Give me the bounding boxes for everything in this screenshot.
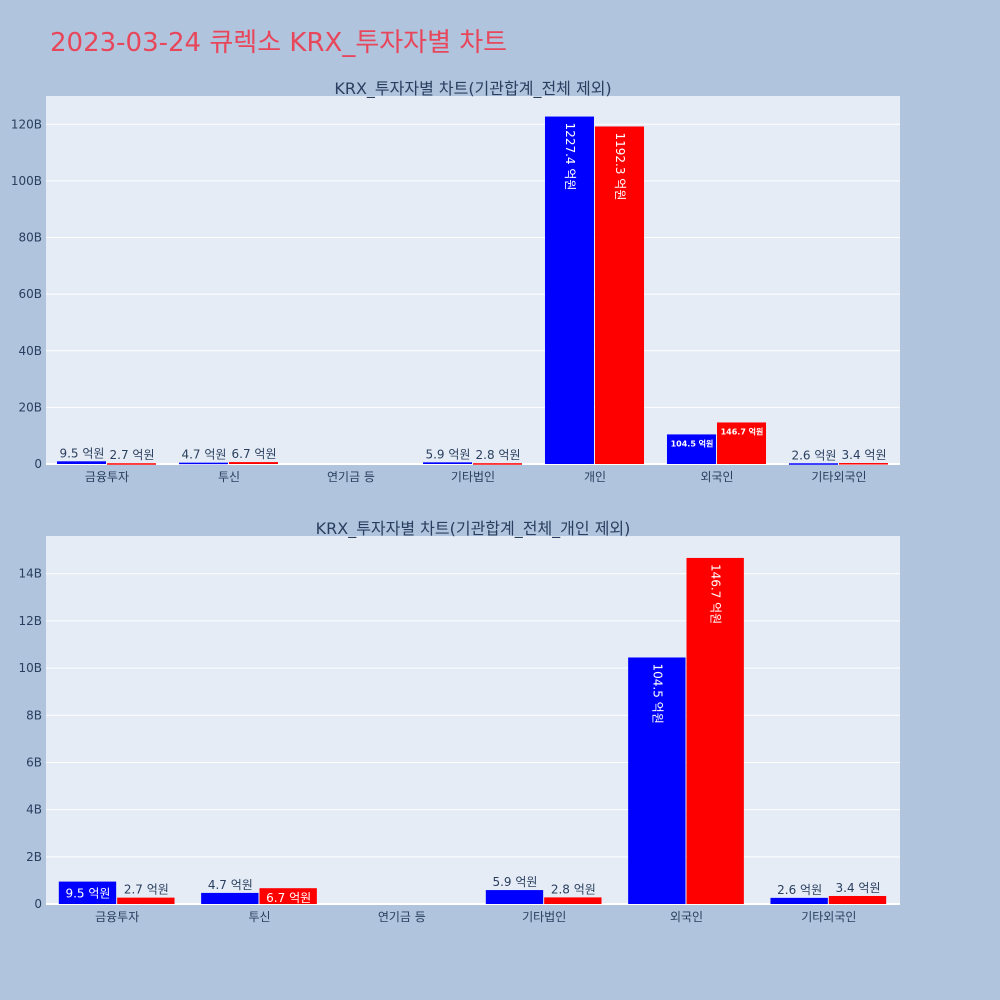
bar	[595, 126, 645, 465]
data-label: 4.7 억원	[208, 878, 253, 892]
page-title: 2023-03-24 큐렉소 KRX_투자자별 차트	[50, 28, 508, 58]
y-tick-label: 40B	[18, 344, 42, 358]
data-label: 104.5 억원	[671, 438, 714, 448]
plot-area	[46, 96, 900, 464]
y-tick-label: 20B	[18, 400, 42, 414]
y-tick-label: 10B	[18, 661, 42, 675]
bar	[666, 434, 716, 464]
bar	[828, 895, 887, 904]
bar	[117, 897, 175, 904]
bar	[628, 657, 686, 904]
x-tick-label: 투신	[248, 910, 270, 924]
bar	[839, 463, 889, 465]
bar	[686, 557, 744, 904]
bar	[770, 897, 828, 904]
bar	[201, 892, 259, 904]
plot-area	[46, 536, 900, 904]
y-tick-label: 60B	[18, 287, 42, 301]
bar	[788, 463, 838, 465]
y-tick-label: 80B	[18, 231, 42, 245]
y-tick-label: 0	[34, 457, 42, 471]
x-tick-label: 기타외국인	[811, 470, 866, 484]
data-label: 2.7 억원	[124, 883, 169, 897]
bar	[58, 881, 117, 904]
data-label: 3.4 억원	[842, 448, 887, 462]
bar	[485, 890, 544, 904]
x-tick-label: 투신	[218, 470, 240, 484]
chart-excluding-institution-total-and-individual: 0 2B 4B 6B 8B 10B 12B 14B KRX_투자자별 차트(기관합계_전체_개인…	[18, 519, 900, 924]
data-label: 4.7 억원	[181, 448, 226, 462]
bar	[178, 462, 228, 465]
x-tick-label: 기타법인	[451, 470, 495, 484]
chart-excluding-institution-total: 0 20B 40B 60B 80B 100B 120B KRX_투자자별 차트(기관합계_전체…	[11, 79, 900, 484]
bar	[56, 461, 106, 464]
y-tick-label: 120B	[11, 117, 42, 131]
data-label: 146.7 억원	[721, 426, 764, 436]
data-label: 3.4 억원	[836, 881, 881, 895]
x-tick-label: 금융투자	[95, 910, 139, 924]
bar	[544, 897, 602, 904]
data-label: 6.7 억원	[232, 447, 277, 461]
x-tick-label: 외국인	[670, 910, 703, 924]
bar	[229, 462, 279, 464]
x-tick-label: 연기금 등	[327, 470, 375, 484]
bar	[422, 462, 472, 464]
x-tick-label: 기타법인	[522, 910, 566, 924]
y-tick-label: 2B	[26, 850, 42, 864]
data-label: 1227.4 억원	[563, 123, 577, 191]
data-label: 1192.3 억원	[613, 132, 627, 200]
data-label: 2.7 억원	[110, 448, 155, 462]
data-label: 9.5 억원	[59, 446, 104, 460]
chart-title: KRX_투자자별 차트(기관합계_전체_개인 제외)	[316, 519, 631, 539]
data-label: 2.8 억원	[476, 448, 521, 462]
x-tick-label: 외국인	[700, 470, 733, 484]
chart-title: KRX_투자자별 차트(기관합계_전체 제외)	[334, 79, 611, 99]
x-tick-label: 기타외국인	[801, 910, 856, 924]
data-label: 2.8 억원	[551, 882, 596, 896]
data-label: 146.7 억원	[709, 564, 723, 624]
bar	[717, 422, 767, 464]
y-tick-label: 0	[34, 897, 42, 911]
y-tick-label: 14B	[18, 567, 42, 581]
y-tick-label: 100B	[11, 174, 42, 188]
bar	[473, 463, 523, 465]
bar	[259, 888, 317, 904]
data-label: 9.5 억원	[65, 887, 110, 901]
data-label: 104.5 억원	[650, 663, 664, 723]
x-tick-label: 개인	[584, 470, 606, 484]
x-tick-label: 금융투자	[85, 470, 129, 484]
data-label: 5.9 억원	[492, 875, 537, 889]
data-label: 6.7 억원	[266, 891, 311, 905]
y-tick-label: 8B	[26, 708, 42, 722]
data-label: 2.6 억원	[777, 883, 822, 897]
bar	[107, 463, 157, 465]
y-tick-label: 6B	[26, 755, 42, 769]
y-tick-label: 12B	[18, 614, 42, 628]
y-tick-label: 4B	[26, 803, 42, 817]
data-label: 5.9 억원	[425, 447, 470, 461]
data-label: 2.6 억원	[791, 448, 836, 462]
x-tick-label: 연기금 등	[378, 910, 426, 924]
bar	[544, 116, 594, 464]
